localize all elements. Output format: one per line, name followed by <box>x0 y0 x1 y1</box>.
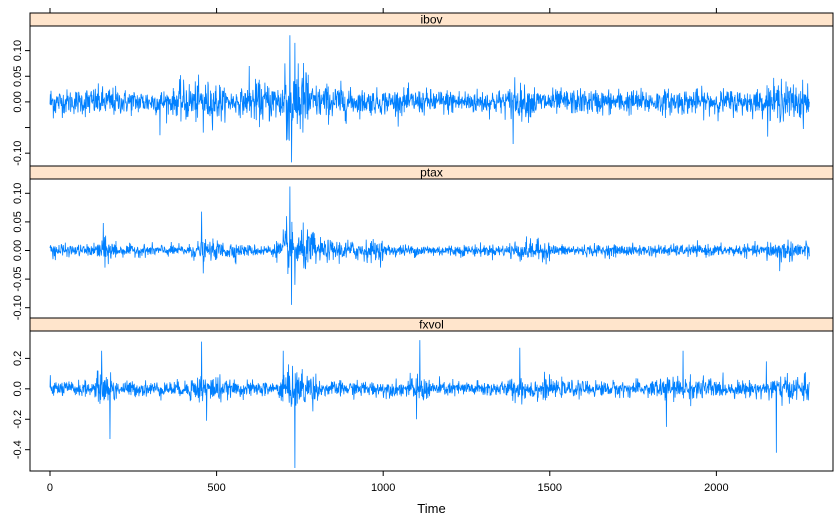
y-tick-label-ibov: 0.10 <box>12 40 24 61</box>
panel-frame-ibov <box>29 25 834 167</box>
strip-label-ptax: ptax <box>420 166 443 180</box>
y-tick-label-ptax: -0.05 <box>12 267 24 292</box>
series-line-ibov <box>49 35 810 163</box>
y-tick-label-fxvol: 0.2 <box>12 351 24 366</box>
strip-label-fxvol: fxvol <box>419 318 444 332</box>
y-tick-label-ptax: 0.05 <box>12 211 24 232</box>
x-tick-label: 1000 <box>371 482 395 494</box>
y-tick-label-fxvol: -0.4 <box>12 440 24 459</box>
series-line-ptax <box>49 186 810 305</box>
y-tick-label-fxvol: -0.2 <box>12 410 24 429</box>
x-tick-label: 500 <box>207 482 225 494</box>
y-tick-label-ptax: 0.00 <box>12 240 24 261</box>
y-tick-label-ibov: 0.00 <box>12 91 24 112</box>
panel-frame-fxvol <box>29 330 834 472</box>
x-tick-label: 0 <box>47 482 53 494</box>
y-tick-label-ibov: 0.05 <box>12 66 24 87</box>
y-tick-label-ptax: -0.10 <box>12 295 24 320</box>
y-tick-label-ibov: -0.10 <box>12 141 24 166</box>
y-tick-label-ptax: 0.10 <box>12 183 24 204</box>
panel-ibov: ibov -0.10 0.00 0.05 0.10 <box>12 12 834 167</box>
x-tick-label: 1500 <box>538 482 562 494</box>
panel-ptax: ptax -0.10 -0.05 0.00 0.05 0.10 <box>12 165 834 320</box>
strip-label-ibov: ibov <box>420 13 442 27</box>
series-line-fxvol <box>49 340 810 468</box>
y-tick-label-fxvol: 0.0 <box>12 381 24 396</box>
x-tick-label: 2000 <box>704 482 728 494</box>
panel-fxvol: fxvol -0.4 -0.2 0.0 0.2 <box>12 317 834 472</box>
x-axis-title: Time <box>417 501 445 516</box>
